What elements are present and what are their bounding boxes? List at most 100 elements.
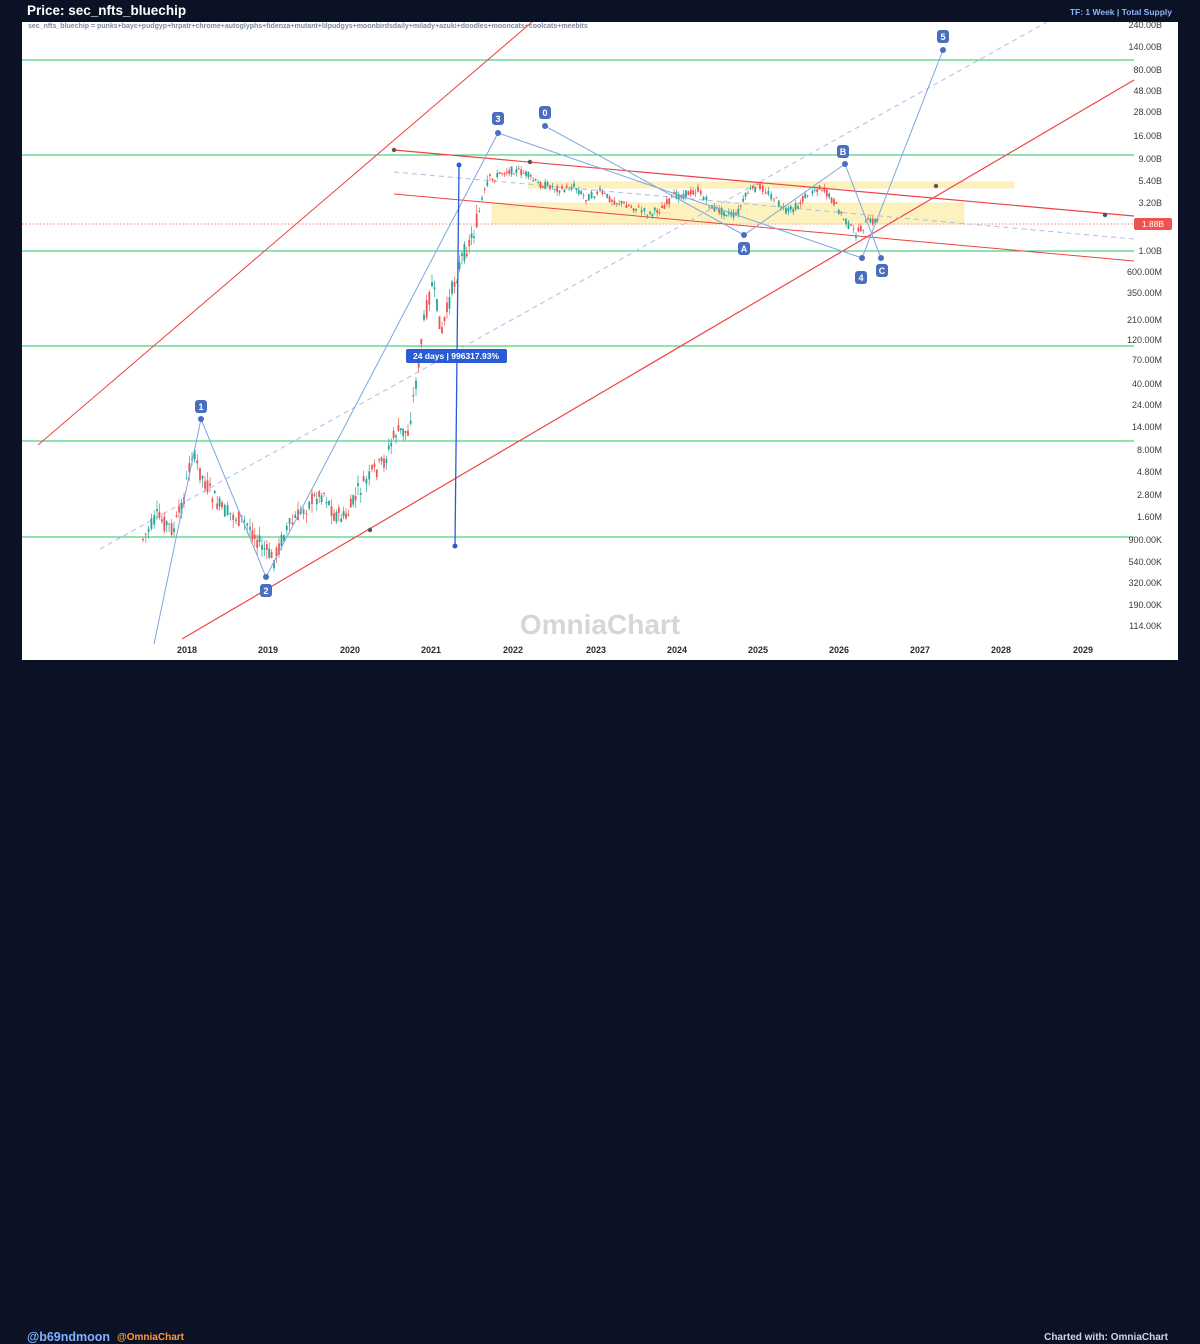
y-tick-label: 190.00K bbox=[1128, 600, 1162, 610]
candle-body bbox=[483, 189, 486, 190]
wave-label-box bbox=[195, 400, 207, 413]
candle-body bbox=[804, 193, 807, 199]
brand-handle[interactable]: @OmniaChart bbox=[117, 1332, 184, 1343]
candle-body bbox=[732, 212, 735, 218]
y-tick-label: 9.00B bbox=[1138, 154, 1162, 164]
candle-body bbox=[599, 188, 601, 191]
candle-body bbox=[335, 512, 338, 522]
measure-point bbox=[456, 162, 462, 168]
candle-body bbox=[229, 512, 232, 514]
candle-body bbox=[438, 316, 441, 329]
candle-body bbox=[787, 208, 790, 212]
candle-body bbox=[373, 463, 376, 468]
candle-body bbox=[265, 544, 268, 550]
candle-body bbox=[864, 221, 867, 223]
dashed-midline-2 bbox=[393, 171, 1135, 240]
candle-body bbox=[596, 191, 599, 195]
candle-body bbox=[862, 229, 865, 231]
candle-body bbox=[315, 498, 318, 505]
candle-body bbox=[527, 172, 530, 178]
candle-body bbox=[575, 188, 578, 190]
candle-body bbox=[235, 519, 237, 521]
candle-body bbox=[221, 502, 223, 508]
wave-label: A bbox=[741, 244, 748, 254]
candle-body bbox=[563, 189, 566, 193]
candle-body bbox=[546, 182, 549, 185]
wave-label: B bbox=[840, 147, 847, 157]
candle-body bbox=[869, 218, 872, 223]
candle-body bbox=[623, 201, 625, 203]
candle-body bbox=[465, 253, 468, 257]
candle-body bbox=[739, 205, 742, 207]
candle-body bbox=[522, 173, 525, 174]
candle-body bbox=[486, 181, 489, 186]
candle-body bbox=[412, 395, 415, 397]
candle-body bbox=[759, 183, 761, 189]
candle-body bbox=[874, 219, 877, 223]
candle-body bbox=[747, 192, 749, 194]
candle-body bbox=[153, 515, 156, 525]
descending-support-line bbox=[393, 193, 1135, 262]
candle-body bbox=[383, 458, 385, 468]
y-tick-label: 1.00B bbox=[1138, 246, 1162, 256]
candle-body bbox=[425, 300, 428, 318]
y-tick-label: 48.00B bbox=[1133, 86, 1162, 96]
candle-body bbox=[580, 191, 583, 195]
y-tick-label: 8.00M bbox=[1137, 445, 1162, 455]
candle-body bbox=[323, 493, 325, 494]
descending-resistance-line bbox=[393, 149, 1135, 217]
candle-body bbox=[496, 173, 499, 178]
candle-body bbox=[837, 210, 840, 214]
candle-body bbox=[850, 224, 852, 226]
candle-body bbox=[828, 193, 831, 198]
wave-label-box bbox=[738, 242, 750, 255]
price-chart[interactable]: sec_nfts_bluechip = punks+bayc+pudgyp+hr… bbox=[22, 22, 1178, 660]
candle-body bbox=[508, 170, 511, 174]
candle-body bbox=[397, 424, 400, 432]
x-tick-label: 2029 bbox=[1073, 645, 1093, 655]
candle-body bbox=[188, 463, 191, 473]
upper-channel-line bbox=[37, 22, 533, 446]
candle-body bbox=[263, 548, 266, 550]
candle-body bbox=[285, 525, 288, 531]
wave-point bbox=[859, 255, 865, 261]
y-tick-label: 900.00K bbox=[1128, 535, 1162, 545]
x-tick-label: 2028 bbox=[991, 645, 1011, 655]
candle-body bbox=[770, 194, 773, 200]
wave-point bbox=[542, 123, 548, 129]
candle-body bbox=[620, 201, 623, 204]
wave-label: 2 bbox=[263, 586, 268, 596]
candle-body bbox=[534, 179, 537, 181]
candle-body bbox=[349, 498, 352, 508]
candle-body bbox=[713, 206, 716, 212]
wave-label: 5 bbox=[940, 32, 945, 42]
candle-body bbox=[792, 209, 795, 213]
timeframe-label[interactable]: TF: 1 Week | Total Supply bbox=[1069, 7, 1172, 17]
candle-body bbox=[847, 222, 850, 229]
y-tick-label: 5.40B bbox=[1138, 176, 1162, 186]
candle-body bbox=[498, 172, 501, 174]
candle-body bbox=[378, 459, 381, 461]
candle-body bbox=[627, 204, 630, 206]
candle-body bbox=[505, 171, 508, 174]
candle-body bbox=[677, 194, 680, 199]
candle-body bbox=[715, 207, 718, 208]
candle-body bbox=[345, 513, 347, 519]
lower-channel-line bbox=[181, 79, 1135, 640]
candle-body bbox=[170, 523, 173, 535]
current-price-label: 1.88B bbox=[1142, 219, 1165, 229]
candle-body bbox=[582, 194, 585, 196]
candle-body bbox=[835, 202, 838, 204]
anchor-point bbox=[391, 147, 397, 153]
candle-body bbox=[402, 428, 405, 437]
candle-body bbox=[551, 186, 554, 187]
candle-body bbox=[637, 206, 640, 208]
author-handle[interactable]: @b69ndmoon bbox=[27, 1330, 111, 1344]
candle-body bbox=[251, 530, 254, 540]
candle-body bbox=[603, 193, 606, 194]
candle-body bbox=[697, 186, 699, 192]
candle-body bbox=[590, 191, 593, 198]
candle-body bbox=[216, 503, 219, 509]
candle-body bbox=[656, 210, 659, 213]
y-tick-label: 4.80M bbox=[1137, 467, 1162, 477]
